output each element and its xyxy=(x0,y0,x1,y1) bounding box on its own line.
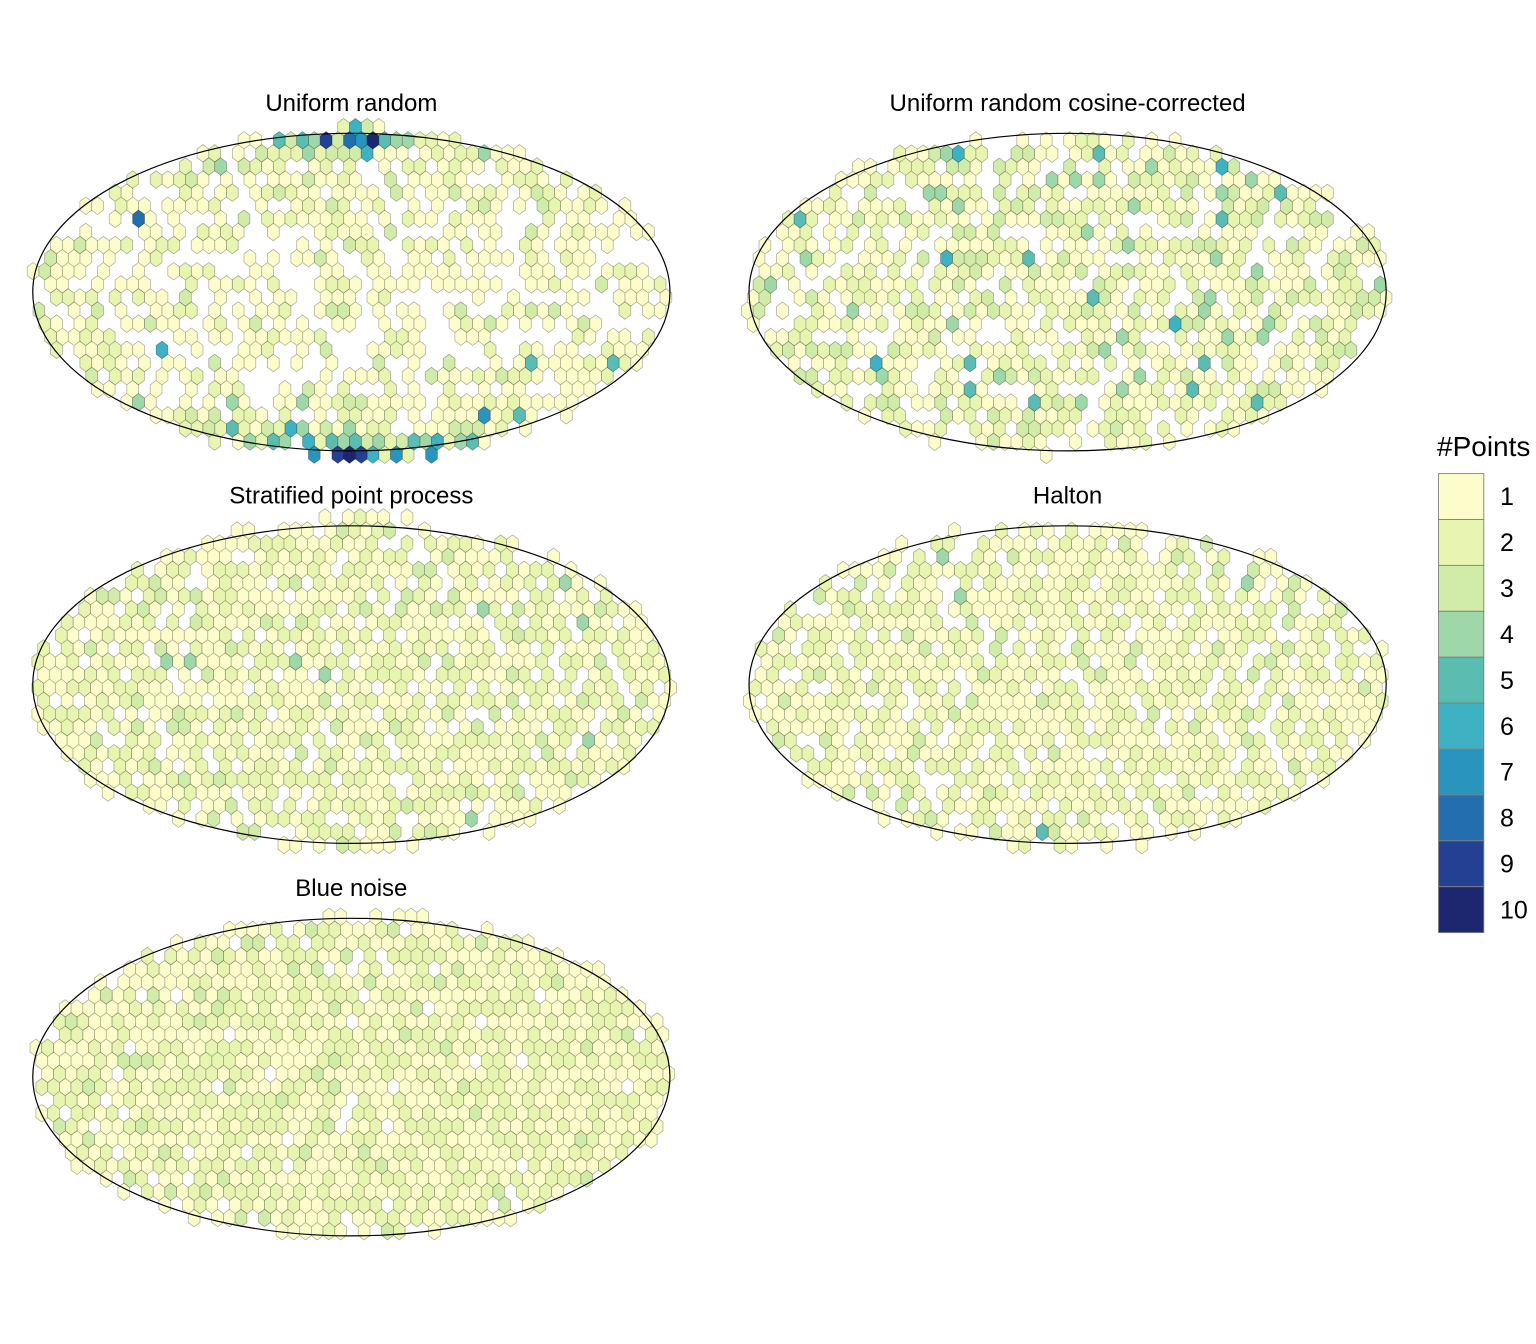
svg-text:8: 8 xyxy=(1500,805,1514,833)
svg-text:Uniform random cosine-correcte: Uniform random cosine-corrected xyxy=(890,90,1246,117)
svg-text:10: 10 xyxy=(1500,896,1528,924)
svg-text:Stratified point process: Stratified point process xyxy=(229,482,473,509)
svg-text:2: 2 xyxy=(1500,529,1514,557)
svg-text:Blue noise: Blue noise xyxy=(295,875,407,902)
svg-text:Uniform random: Uniform random xyxy=(265,90,437,117)
svg-text:3: 3 xyxy=(1500,575,1514,603)
svg-text:7: 7 xyxy=(1500,759,1514,787)
svg-text:9: 9 xyxy=(1500,851,1514,879)
svg-text:5: 5 xyxy=(1500,667,1514,695)
svg-text:6: 6 xyxy=(1500,713,1514,741)
svg-text:4: 4 xyxy=(1500,621,1514,649)
svg-text:Halton: Halton xyxy=(1033,482,1102,509)
svg-text:#Points: #Points xyxy=(1437,431,1530,462)
svg-text:1: 1 xyxy=(1500,483,1514,511)
